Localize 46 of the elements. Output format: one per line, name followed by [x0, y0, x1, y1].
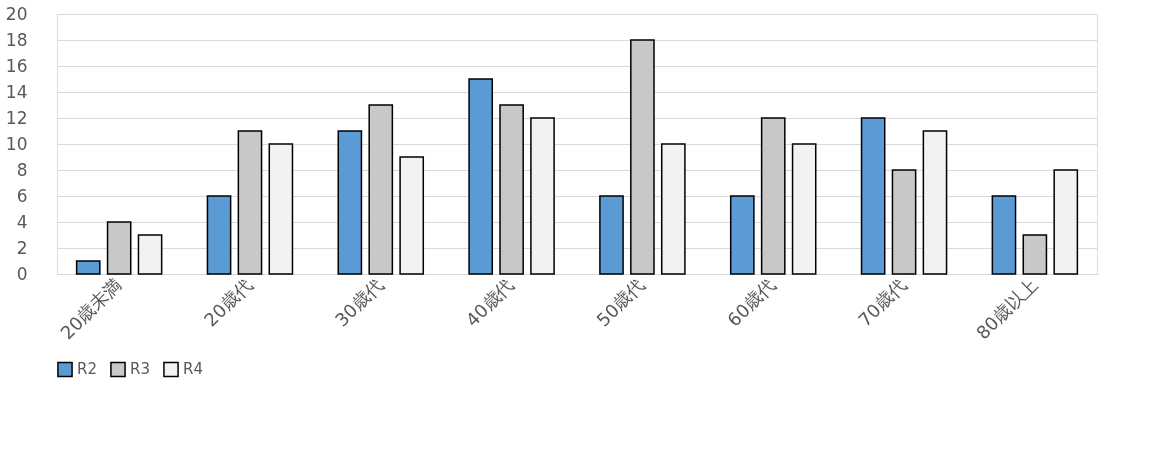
- bar: [991, 195, 1017, 275]
- bar: [760, 117, 786, 275]
- bar: [891, 169, 917, 275]
- bar: [206, 195, 232, 275]
- y-tick-label: 14: [5, 81, 28, 102]
- bar: [922, 130, 948, 275]
- x-tick-label: 70歳代: [853, 274, 911, 331]
- bar: [137, 234, 163, 275]
- bar: [337, 130, 363, 275]
- legend-label: R3: [130, 360, 150, 379]
- bar: [75, 260, 101, 275]
- bar: [530, 117, 555, 275]
- bar: [499, 104, 524, 275]
- bar: [599, 195, 624, 275]
- x-tick-label: 50歳代: [592, 274, 649, 331]
- y-tick-label: 0: [16, 263, 28, 284]
- bar: [791, 143, 817, 275]
- bar: [399, 156, 425, 275]
- x-tick-label: 20歳代: [199, 274, 257, 331]
- bar: [729, 195, 755, 275]
- x-tick-label: 20歳未満: [56, 274, 126, 344]
- bar: [630, 39, 655, 275]
- y-tick-label: 16: [5, 55, 28, 76]
- bar: [237, 130, 263, 275]
- bar: [106, 221, 132, 275]
- y-tick-label: 20: [5, 3, 28, 24]
- y-tick-label: 10: [5, 133, 28, 154]
- y-tick-label: 8: [16, 159, 28, 180]
- bar: [860, 117, 886, 275]
- y-tick-label: 12: [5, 107, 28, 128]
- x-tick-label: 80歳以上: [972, 274, 1042, 344]
- y-tick-label: 2: [16, 237, 28, 258]
- bar: [368, 104, 394, 275]
- x-tick-label: 40歳代: [461, 274, 518, 331]
- y-tick-label: 18: [5, 29, 28, 50]
- legend-label: R2: [77, 360, 97, 379]
- bar: [268, 143, 294, 275]
- y-tick-label: 4: [16, 211, 28, 232]
- y-tick-label: 6: [16, 185, 28, 206]
- bar: [660, 143, 686, 275]
- legend-label: R4: [183, 360, 203, 379]
- bar: [468, 78, 494, 275]
- bar: [1022, 234, 1048, 275]
- x-tick-label: 60歳代: [723, 274, 780, 331]
- bar: [1053, 169, 1079, 275]
- x-tick-label: 30歳代: [330, 274, 388, 331]
